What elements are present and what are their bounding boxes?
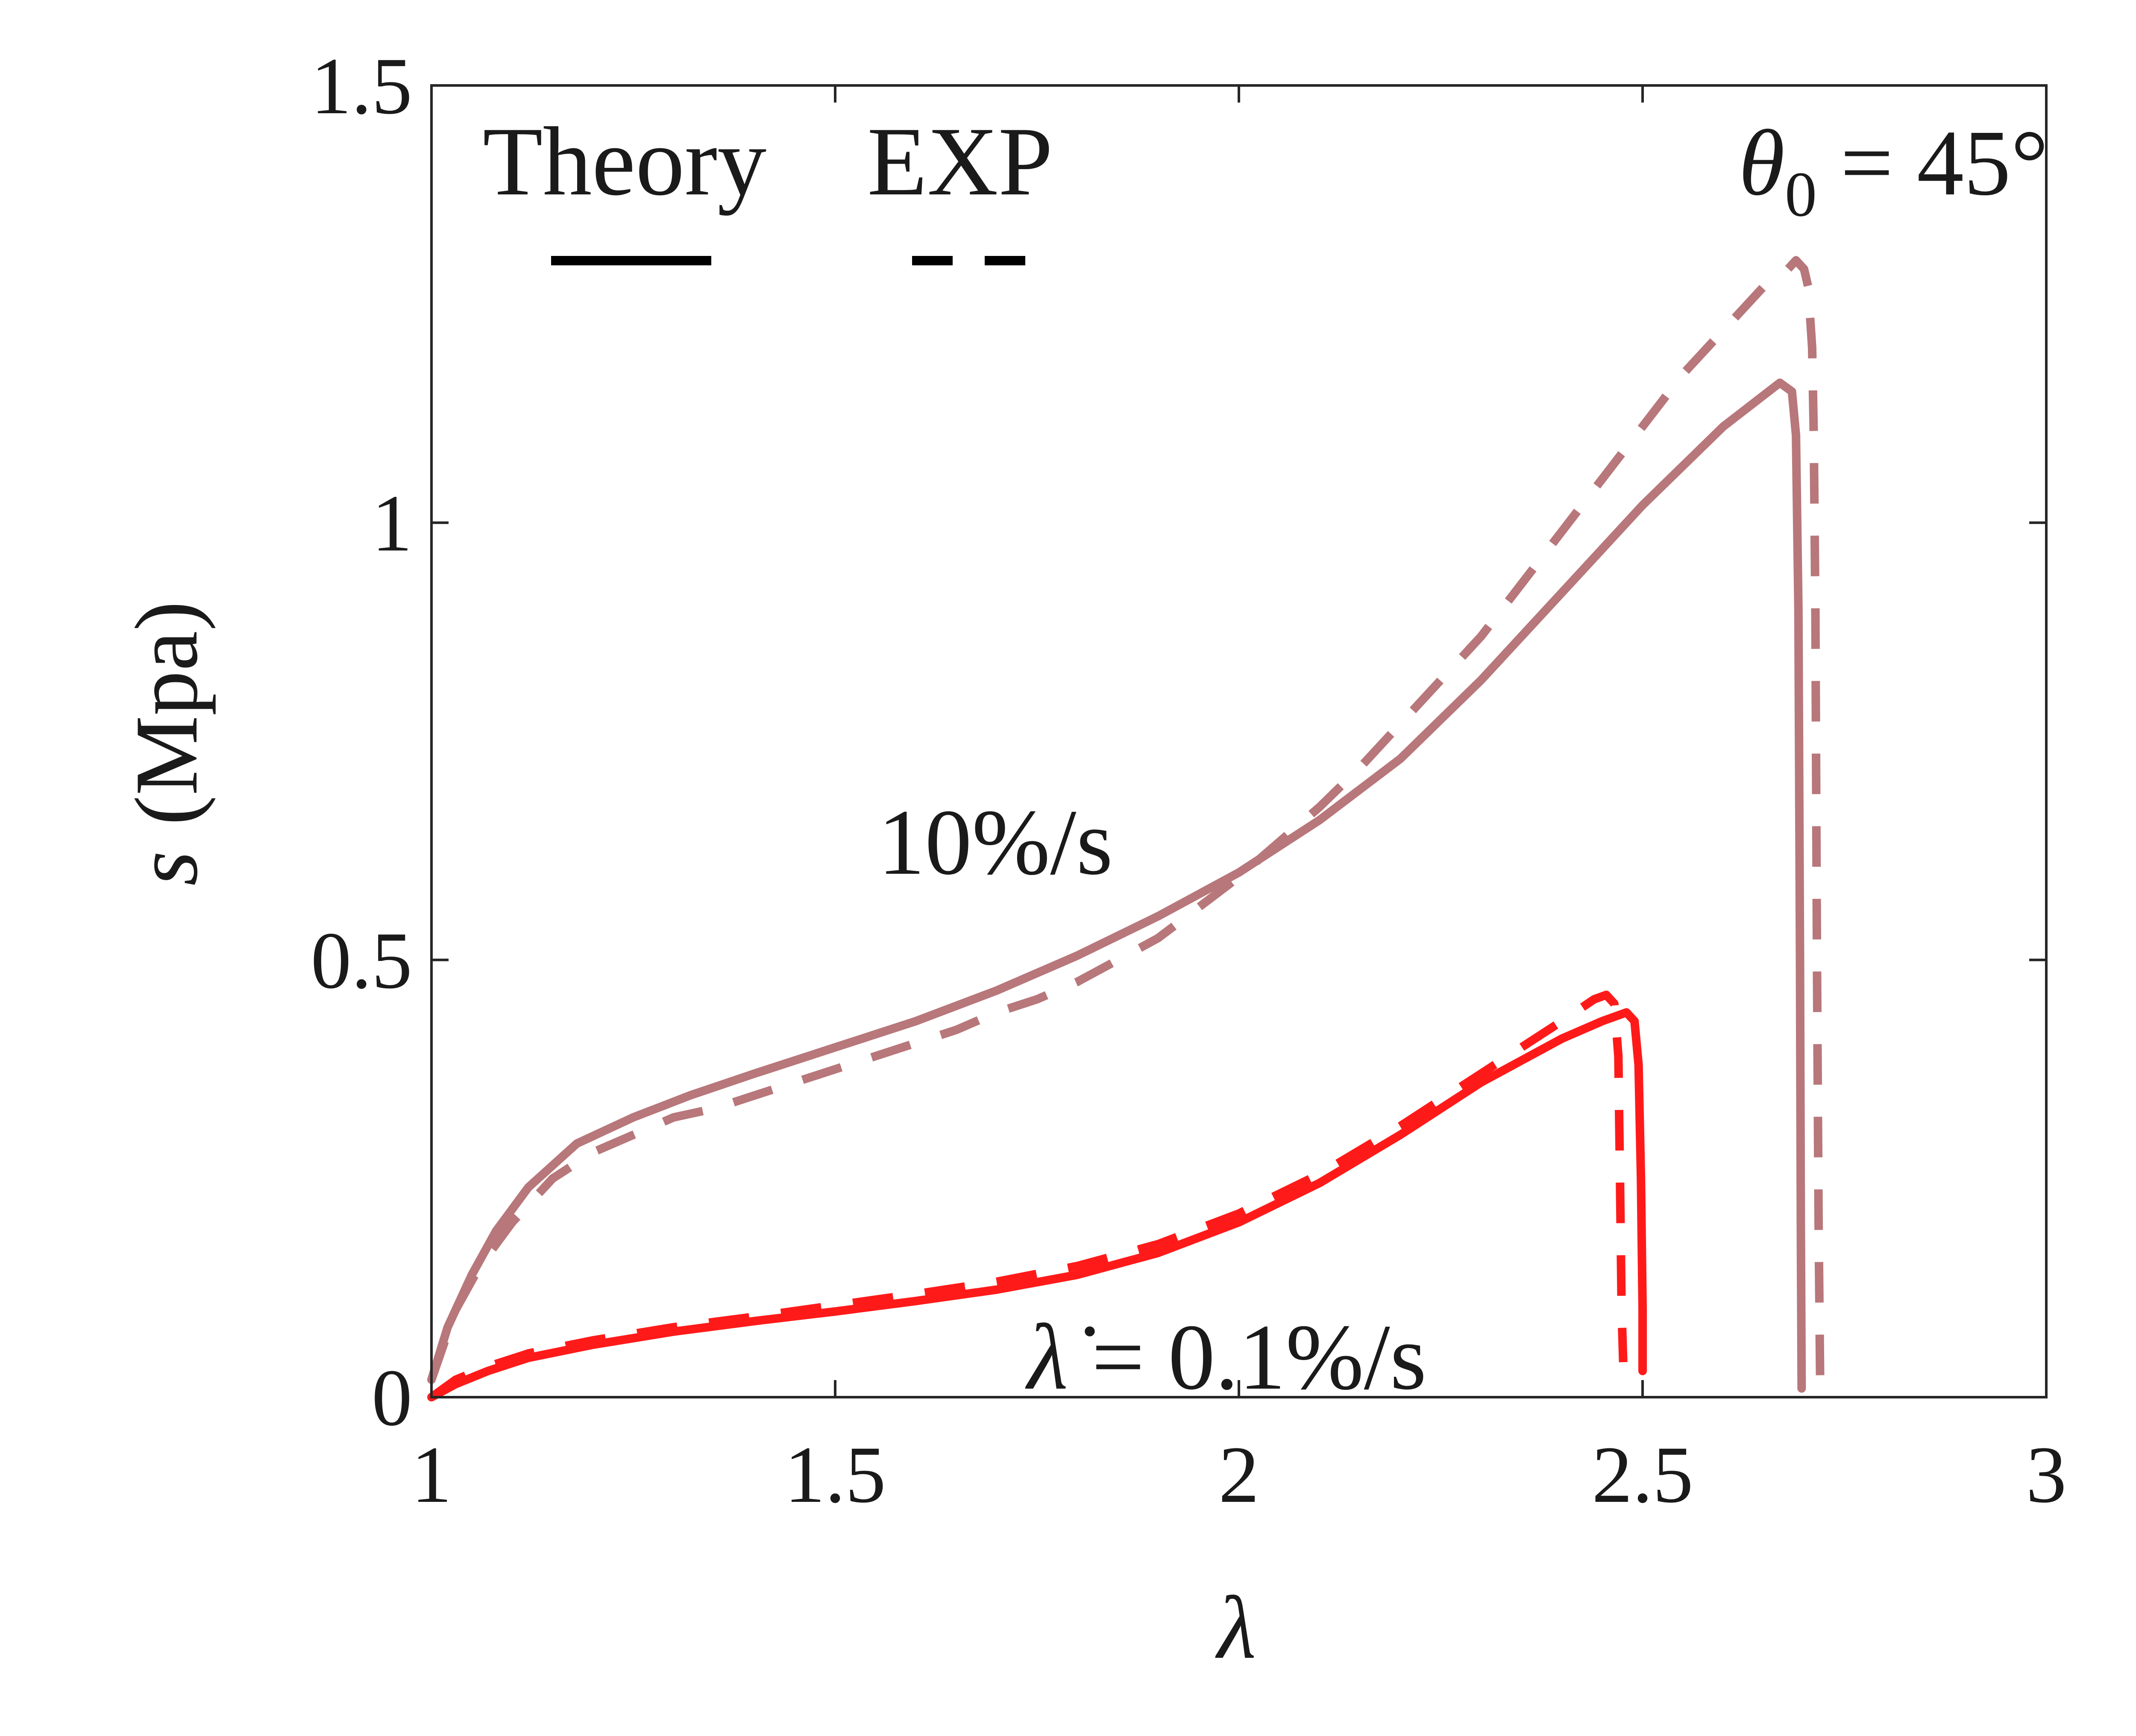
y-axis-label: s (Mpa) <box>117 601 216 886</box>
x-tick-label: 1 <box>411 1430 452 1520</box>
y-tick-label: 0.5 <box>311 916 413 1006</box>
rate-slow-annotation: λ̇ = 0.1%/s <box>1025 1305 1426 1409</box>
x-tick-label: 2.5 <box>1592 1430 1693 1520</box>
y-axis-unit: (Mpa) <box>117 601 216 825</box>
legend-exp-label: EXP <box>867 107 1053 216</box>
axes-box <box>430 84 2048 1398</box>
series-line-10-s-exp <box>427 256 1825 1389</box>
series-line-10-s-theory <box>427 378 1806 1393</box>
legend-theory-label: Theory <box>483 107 766 216</box>
theta-value: = 45° <box>1817 111 2048 215</box>
legend: Theory EXP <box>483 107 1053 265</box>
plot-area <box>427 256 1825 1401</box>
theta-symbol: θ <box>1739 111 1785 215</box>
axis-ticks: 1 1.5 2 2.5 3 0 0.5 1 1.5 <box>311 41 2067 1520</box>
y-tick-label: 1.5 <box>311 41 413 131</box>
y-tick-label: 1 <box>372 479 412 568</box>
theta-subscript: 0 <box>1785 159 1817 230</box>
y-tick-label: 0 <box>372 1353 412 1443</box>
rate-slow-value: = 0.1%/s <box>1068 1305 1426 1409</box>
theta-annotation: θ0 = 45° <box>1739 111 2048 230</box>
y-axis-var: s <box>117 851 216 886</box>
series-line-0-1-s-exp <box>429 990 1628 1401</box>
x-tick-label: 1.5 <box>784 1430 886 1520</box>
x-tick-label: 3 <box>2026 1430 2067 1520</box>
rate-fast-label: 10%/s <box>878 790 1113 894</box>
x-axis-label: λ <box>1215 1578 1256 1677</box>
x-tick-label: 2 <box>1219 1430 1259 1520</box>
